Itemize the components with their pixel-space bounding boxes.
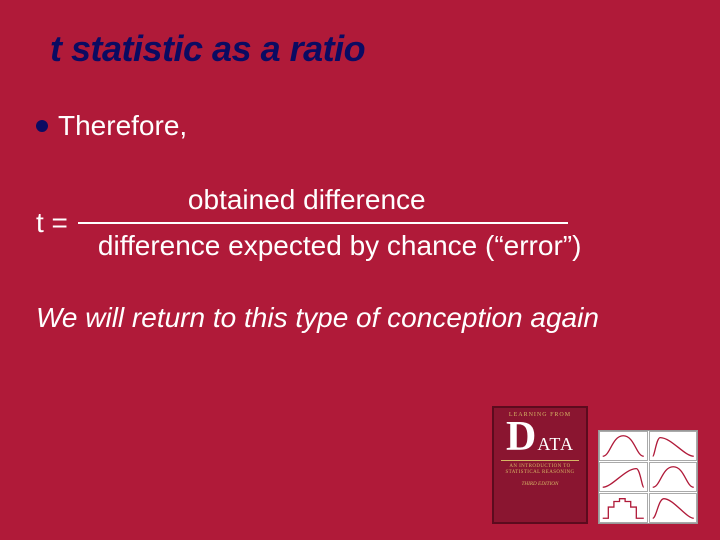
- dist-cell: [599, 431, 648, 461]
- dist-cell: [649, 431, 698, 461]
- book-title: D ATA: [506, 420, 574, 456]
- book-cover: LEARNING FROM D ATA AN INTRODUCTION TO S…: [492, 406, 588, 524]
- book-big-letter: D: [506, 420, 536, 456]
- slide-content: Therefore, t = obtained difference diffe…: [36, 110, 700, 334]
- ratio-formula: t = obtained difference difference expec…: [36, 184, 700, 262]
- dist-curve-icon: [603, 499, 644, 519]
- slide-title: t statistic as a ratio: [50, 28, 365, 70]
- bullet-item: Therefore,: [36, 110, 700, 142]
- dist-cell: [599, 493, 648, 523]
- dist-curve-icon: [603, 436, 644, 457]
- bullet-dot-icon: [36, 120, 48, 132]
- book-subtitle-1: AN INTRODUCTION TO: [509, 464, 570, 469]
- ratio-fraction: obtained difference difference expected …: [78, 184, 582, 262]
- ratio-denominator: difference expected by chance (“error”): [78, 226, 582, 262]
- dist-cell: [649, 493, 698, 523]
- book-divider: [501, 460, 579, 461]
- dist-curve-icon: [652, 438, 693, 457]
- dist-curve-icon: [603, 469, 644, 488]
- book-subtitle-2: STATISTICAL REASONING: [505, 470, 574, 475]
- fraction-line: [78, 222, 568, 224]
- book-rest-letters: ATA: [537, 434, 574, 455]
- ratio-lhs: t =: [36, 207, 68, 239]
- ratio-numerator: obtained difference: [78, 184, 426, 220]
- closing-text: We will return to this type of conceptio…: [36, 302, 700, 334]
- footer-graphics: LEARNING FROM D ATA AN INTRODUCTION TO S…: [492, 406, 698, 524]
- slide: t statistic as a ratio Therefore, t = ob…: [0, 0, 720, 540]
- book-edition: THIRD EDITION: [521, 481, 558, 487]
- dist-curve-icon: [652, 467, 693, 488]
- bullet-text: Therefore,: [58, 110, 187, 142]
- dist-cell: [599, 462, 648, 492]
- dist-curve-icon: [652, 499, 693, 519]
- distribution-grid: [598, 430, 698, 524]
- dist-cell: [649, 462, 698, 492]
